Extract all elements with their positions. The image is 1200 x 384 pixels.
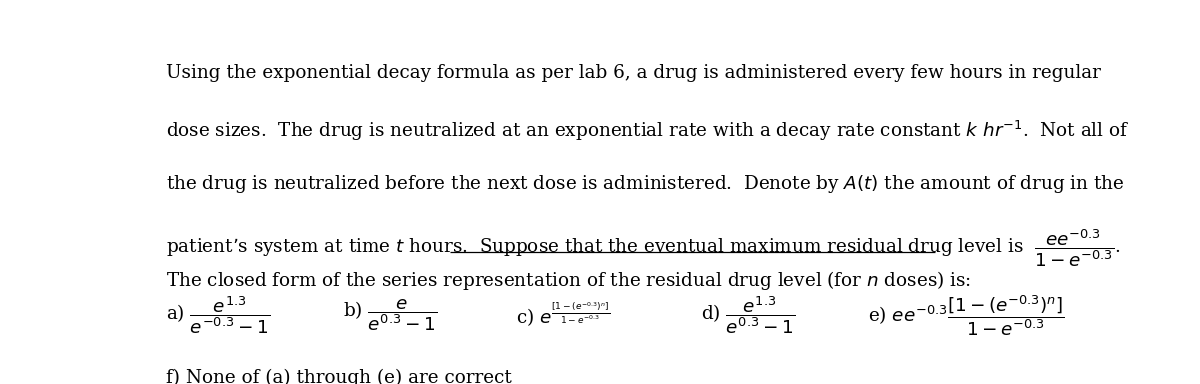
Text: dose sizes.  The drug is neutralized at an exponential rate with a decay rate co: dose sizes. The drug is neutralized at a… bbox=[166, 119, 1129, 142]
Text: a) $\dfrac{e^{1.3}}{e^{-0.3}-1}$: a) $\dfrac{e^{1.3}}{e^{-0.3}-1}$ bbox=[166, 294, 270, 336]
Text: the drug is neutralized before the next dose is administered.  Denote by $A(t)$ : the drug is neutralized before the next … bbox=[166, 173, 1124, 195]
Text: d) $\dfrac{e^{1.3}}{e^{0.3}-1}$: d) $\dfrac{e^{1.3}}{e^{0.3}-1}$ bbox=[702, 294, 796, 336]
Text: b) $\dfrac{e}{e^{0.3}-1}$: b) $\dfrac{e}{e^{0.3}-1}$ bbox=[342, 297, 437, 333]
Text: e) $ee^{-0.3}\dfrac{[1-(e^{-0.3})^n]}{1-e^{-0.3}}$: e) $ee^{-0.3}\dfrac{[1-(e^{-0.3})^n]}{1-… bbox=[868, 293, 1064, 338]
Text: Using the exponential decay formula as per lab 6, a drug is administered every f: Using the exponential decay formula as p… bbox=[166, 65, 1100, 83]
Text: c) $e^{\frac{[1-(e^{-0.3})^n]}{1-e^{-0.3}}}$: c) $e^{\frac{[1-(e^{-0.3})^n]}{1-e^{-0.3… bbox=[516, 301, 611, 329]
Text: f) None of (a) through (e) are correct: f) None of (a) through (e) are correct bbox=[166, 368, 511, 384]
Text: The closed form of the series representation of the residual drug level (for $n$: The closed form of the series representa… bbox=[166, 269, 971, 292]
Text: patient’s system at time $t$ hours.  Suppose that the eventual maximum residual : patient’s system at time $t$ hours. Supp… bbox=[166, 227, 1121, 269]
